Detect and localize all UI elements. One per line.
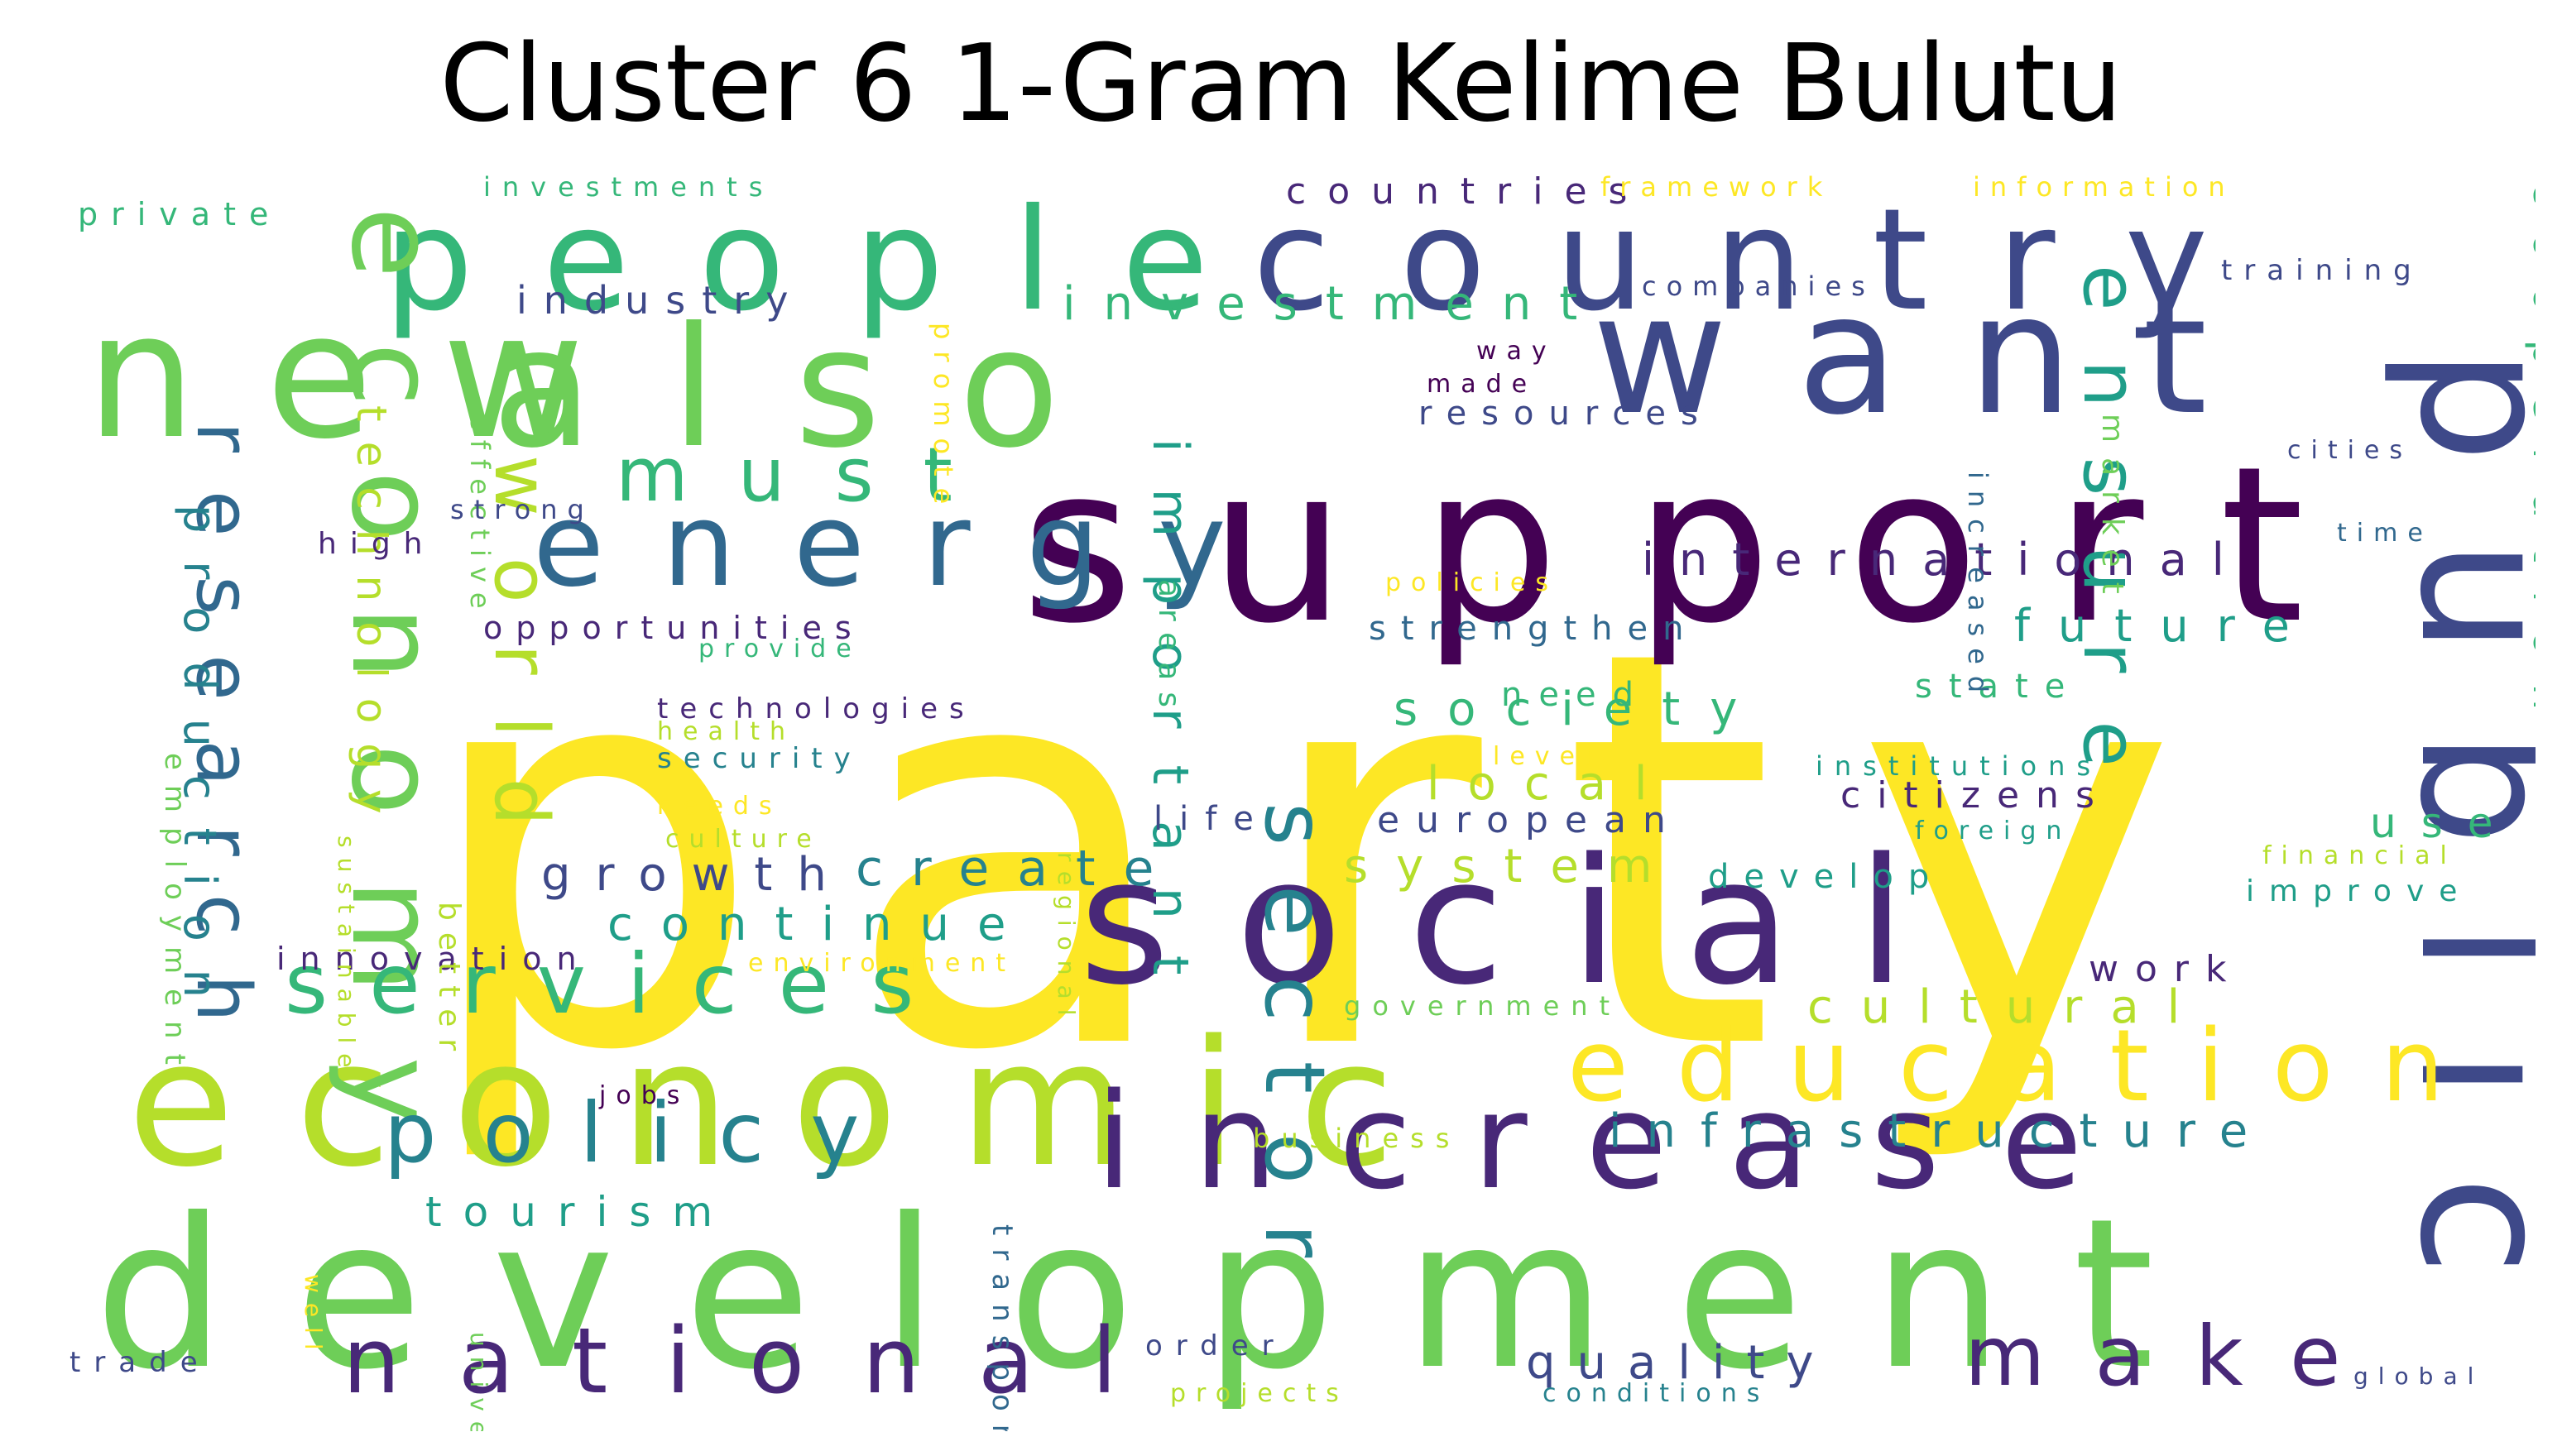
- word-increased: increased: [1962, 472, 1993, 705]
- word-national: national: [343, 1308, 1175, 1414]
- word-security: security: [657, 742, 862, 775]
- word-needs: needs: [657, 792, 782, 821]
- word-tourism: tourism: [425, 1188, 735, 1236]
- word-private: private: [78, 196, 282, 232]
- word-way: way: [1476, 337, 1557, 366]
- word-regional: regional: [1053, 852, 1080, 1026]
- word-also: also: [492, 292, 1138, 485]
- word-must: must: [616, 432, 1002, 519]
- word-projects: projects: [1170, 1379, 1349, 1408]
- word-create: create: [856, 840, 1183, 898]
- word-make: make: [1965, 1308, 2391, 1405]
- word-infrastructure: infrastructure: [1609, 1104, 2273, 1158]
- word-environment: environment: [748, 949, 1016, 978]
- word-industry: industry: [516, 278, 805, 323]
- word-policies: policies: [1385, 568, 1558, 597]
- word-state: state: [1915, 668, 2082, 706]
- word-cities: cities: [2287, 436, 2413, 465]
- word-quality: quality: [1526, 1336, 1835, 1390]
- word-future: future: [2014, 600, 2318, 652]
- word-provide: provide: [698, 635, 861, 663]
- word-support: support: [1021, 421, 2381, 671]
- word-services: services: [285, 936, 956, 1032]
- word-better: better: [432, 902, 466, 1063]
- word-education: education: [1567, 1009, 2492, 1124]
- word-new: new: [86, 275, 655, 477]
- word-strengthen: strengthen: [1369, 610, 1699, 648]
- word-conditions: conditions: [1542, 1379, 1770, 1408]
- word-culture: culture: [665, 825, 822, 854]
- word-areas: areas: [1152, 579, 1186, 720]
- word-cooperation: cooperation: [2524, 182, 2536, 739]
- word-transport: transport: [986, 1224, 1019, 1431]
- word-increase: increase: [1096, 1064, 2144, 1219]
- word-growth: growth: [541, 848, 852, 902]
- word-country: country: [1253, 179, 2278, 342]
- word-made: made: [1427, 370, 1538, 399]
- word-health: health: [657, 717, 795, 746]
- word-economic: economic: [127, 1003, 1456, 1205]
- word-european: european: [1377, 799, 1682, 841]
- word-jobs: jobs: [599, 1081, 690, 1110]
- word-technology: technology: [348, 405, 396, 834]
- word-develop: develop: [1708, 858, 1945, 896]
- word-investments: investments: [483, 174, 775, 203]
- word-global: global: [2353, 1363, 2484, 1390]
- word-high: high: [318, 527, 436, 561]
- word-improve: improve: [2246, 874, 2473, 908]
- word-society: society: [1394, 682, 1768, 736]
- word-sustainable: sustainable: [333, 836, 360, 1078]
- word-work: work: [2089, 948, 2243, 990]
- word-cultural: cultural: [1807, 980, 2209, 1034]
- word-development: development: [94, 1174, 2224, 1415]
- word-foreign: foreign: [1915, 817, 2072, 845]
- word-policy: policy: [384, 1085, 906, 1181]
- word-international: international: [1642, 534, 2249, 586]
- word-promote: promote: [928, 323, 959, 516]
- word-countries: countries: [1286, 174, 1649, 213]
- word-institutions: institutions: [1816, 750, 2103, 782]
- word-framework: framework: [1600, 174, 1833, 203]
- word-innovation: innovation: [276, 941, 592, 977]
- word-financial: financial: [2262, 841, 2457, 870]
- word-social: social: [1079, 821, 1972, 1023]
- word-party: party: [417, 534, 2258, 1170]
- word-strong: strong: [450, 494, 594, 525]
- word-continue: continue: [607, 898, 1034, 951]
- word-companies: companies: [1642, 271, 1875, 302]
- word-government: government: [1344, 990, 1622, 1022]
- word-employment: employment: [158, 753, 191, 1080]
- word-important: important: [1141, 438, 1199, 1012]
- word-order: order: [1145, 1329, 1287, 1363]
- word-life: life: [1154, 800, 1270, 838]
- word-local: local: [1427, 757, 1676, 811]
- word-universities: universities: [465, 1332, 492, 1431]
- word-time: time: [2337, 519, 2433, 548]
- word-level: level: [1493, 742, 1602, 771]
- word-trade: trade: [70, 1346, 211, 1379]
- word-people: people: [384, 179, 1279, 342]
- word-sector: sector: [1246, 802, 1343, 1298]
- word-technologies: technologies: [657, 692, 976, 726]
- word-training: training: [2221, 254, 2423, 287]
- word-information: information: [1973, 174, 2235, 203]
- word-opportunities: opportunities: [483, 610, 865, 646]
- word-resources: resources: [1418, 395, 1713, 433]
- chart-title: Cluster 6 1-Gram Kelime Bulutu: [439, 22, 2123, 146]
- word-citizens: citizens: [1840, 774, 2111, 817]
- word-energy: energy: [533, 478, 1284, 613]
- word-investment: investment: [1063, 277, 1606, 331]
- word-market: market: [2095, 414, 2129, 609]
- word-business: business: [1253, 1123, 1461, 1154]
- word-use: use: [2370, 799, 2518, 847]
- word-want: want: [1592, 259, 2277, 452]
- word-need: need: [1501, 676, 1650, 714]
- word-well: well: [300, 1274, 327, 1360]
- word-system: system: [1344, 840, 1681, 893]
- word-cloud: party development support social economic pub…: [70, 174, 2536, 1431]
